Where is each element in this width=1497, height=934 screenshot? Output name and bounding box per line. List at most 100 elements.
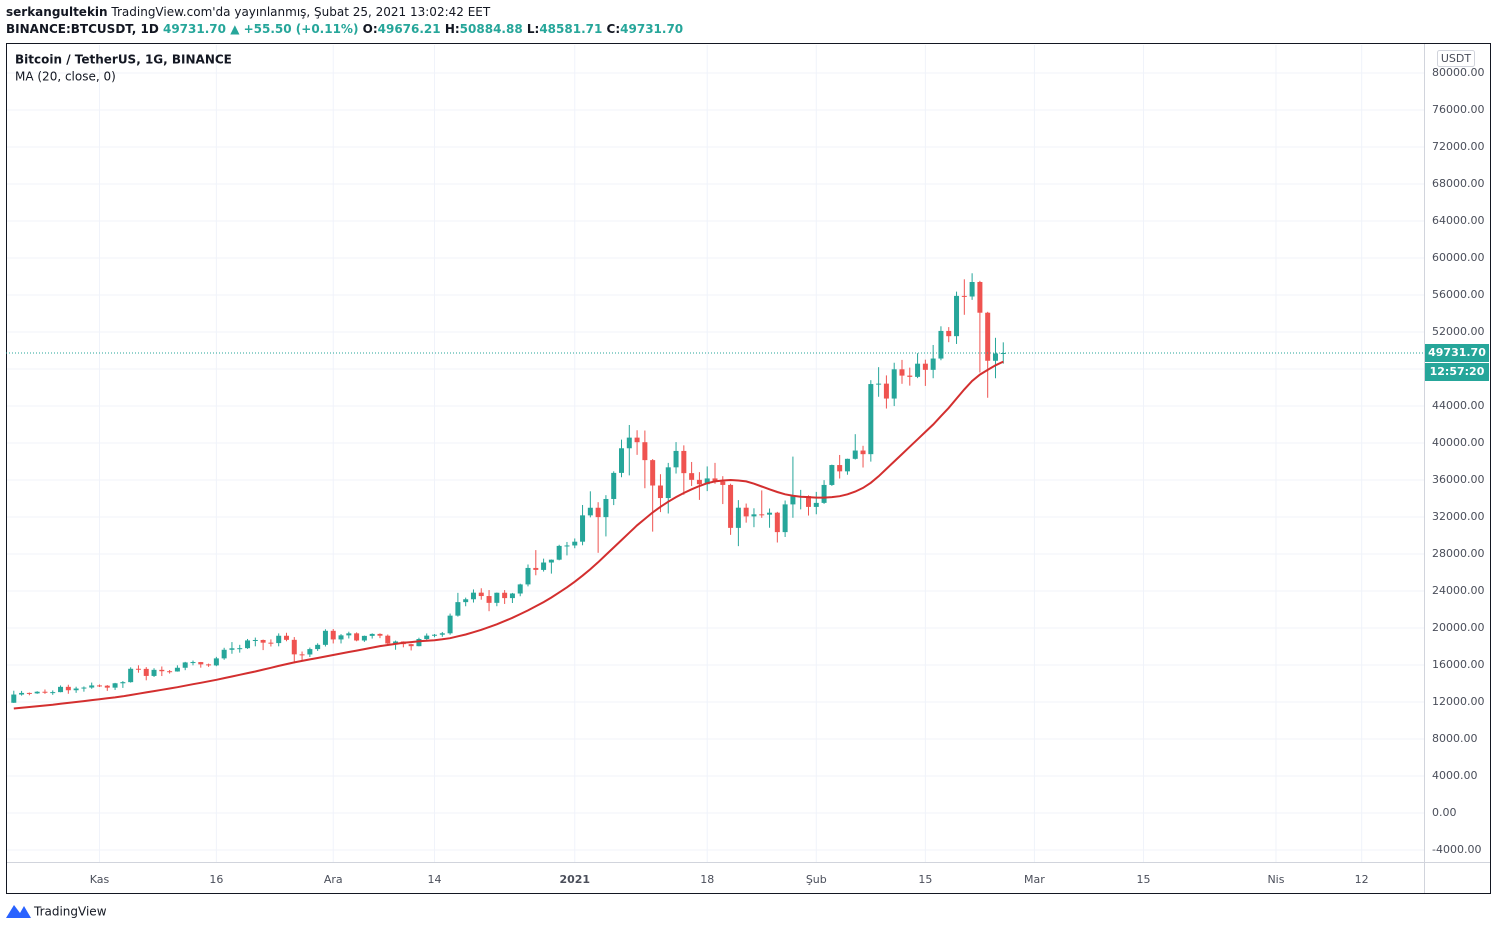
candle-body — [603, 498, 609, 518]
candle-body — [291, 639, 297, 655]
y-tick-label: 28000.00 — [1432, 547, 1485, 560]
candle-body — [556, 545, 562, 560]
x-tick-label: Şub — [806, 873, 827, 886]
candle-body — [985, 312, 991, 361]
candle-body — [844, 458, 850, 472]
y-tick-label: 76000.00 — [1432, 103, 1485, 116]
candle-body — [229, 648, 235, 650]
last-price-label: 49731.70 — [1428, 346, 1486, 359]
y-tick-label: 60000.00 — [1432, 251, 1485, 264]
candle-body — [634, 437, 640, 443]
candle-body — [151, 669, 157, 676]
candle-body — [416, 639, 422, 647]
x-tick-label: 14 — [428, 873, 442, 886]
candle-body — [977, 282, 983, 313]
candle-body — [821, 484, 827, 503]
candle-body — [502, 592, 508, 599]
ohlc-value: 49731.70 — [620, 22, 683, 36]
x-tick-label: Nis — [1267, 873, 1284, 886]
x-tick-label: Kas — [90, 873, 110, 886]
candle-body — [26, 692, 32, 694]
x-tick-label: Mar — [1024, 873, 1045, 886]
candle-body — [190, 662, 196, 664]
candle-body — [268, 642, 274, 644]
candle-body — [245, 640, 251, 649]
candle-body — [470, 592, 476, 600]
candle-body — [650, 460, 656, 486]
x-tick-label: Ara — [324, 873, 343, 886]
candle-body — [868, 384, 874, 455]
y-tick-label: 72000.00 — [1432, 140, 1485, 153]
candle-body — [572, 541, 578, 546]
candle-body — [237, 648, 243, 650]
candle-body — [50, 692, 56, 694]
x-tick-label: 18 — [700, 873, 714, 886]
candle-body — [34, 691, 40, 694]
candle-body — [58, 686, 64, 693]
ohlc-label: O: — [363, 22, 378, 36]
candle-body — [206, 664, 212, 666]
y-tick-label: 64000.00 — [1432, 214, 1485, 227]
y-tick-label: 36000.00 — [1432, 473, 1485, 486]
last-price-box — [1425, 344, 1489, 363]
candle-body — [260, 639, 266, 643]
ohlc-label: H: — [445, 22, 460, 36]
candle-body — [65, 686, 71, 691]
candle-body — [478, 592, 484, 597]
y-tick-label: 52000.00 — [1432, 325, 1485, 338]
y-tick-label: 80000.00 — [1432, 66, 1485, 79]
candle-body — [128, 668, 134, 683]
candle-body — [221, 649, 227, 659]
candle-body — [11, 694, 17, 703]
y-tick-label: 24000.00 — [1432, 584, 1485, 597]
candle-body — [486, 596, 492, 603]
published: TradingView.com'da yayınlanmış, Şubat 25… — [110, 5, 490, 19]
candle-body — [837, 465, 843, 472]
axes: 80000.00 76000.00 72000.00 68000.00 64000.00… — [90, 66, 1489, 886]
symbol: BINANCE:BTCUSDT, 1D — [6, 22, 159, 36]
ohlc-value: 50884.88 — [460, 22, 523, 36]
candle-body — [696, 479, 702, 485]
x-tick-label: 2021 — [559, 873, 590, 886]
candle-body — [813, 502, 819, 507]
candle-body — [198, 662, 204, 665]
candle-body — [907, 375, 913, 377]
candle-body — [361, 635, 367, 641]
candle-body — [377, 633, 383, 636]
candle-body — [930, 358, 936, 370]
candle-body — [104, 685, 110, 688]
candle-body — [938, 330, 944, 359]
candle-body — [252, 639, 258, 641]
candle-body — [159, 669, 165, 672]
candle-body — [463, 599, 469, 603]
candle-body — [852, 450, 858, 459]
chart-frame — [6, 43, 1491, 894]
candle-body — [322, 630, 328, 645]
x-tick-label: 15 — [1137, 873, 1151, 886]
candle-body — [899, 369, 905, 376]
candle-body — [408, 644, 414, 647]
candle-body — [969, 282, 975, 297]
ohlc-value: 48581.71 — [539, 22, 602, 36]
candle-body — [432, 634, 438, 636]
candle-body — [338, 635, 344, 640]
candle-body — [774, 512, 780, 533]
y-tick-label: 40000.00 — [1432, 436, 1485, 449]
plot — [6, 273, 1424, 710]
y-tick-label: 16000.00 — [1432, 658, 1485, 671]
candle-body — [946, 330, 952, 337]
y-tick-label: 56000.00 — [1432, 288, 1485, 301]
candle-body — [619, 448, 625, 473]
candle-body — [580, 515, 586, 542]
candle-body — [439, 633, 445, 635]
candle-body — [517, 584, 523, 594]
candle-body — [81, 687, 87, 689]
x-tick-label: 16 — [209, 873, 223, 886]
candle-body — [135, 668, 141, 670]
candle-body — [712, 478, 718, 482]
candle-body — [213, 658, 219, 666]
header-line: serkangultekin TradingView.com'da yayınl… — [6, 5, 491, 19]
candle-body — [673, 450, 679, 468]
candle-body — [767, 512, 773, 515]
